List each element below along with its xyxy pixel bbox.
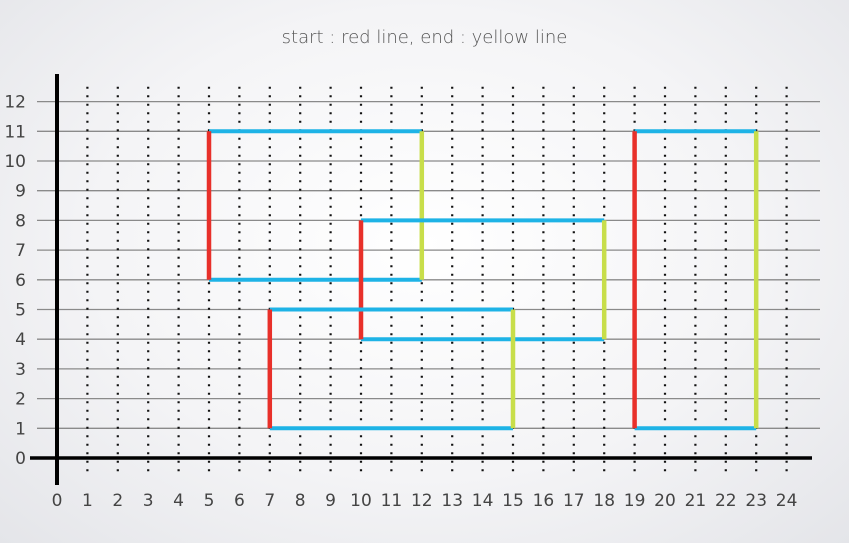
x-tick-label: 4	[173, 491, 184, 511]
y-tick-label: 0	[15, 449, 26, 469]
y-tick-label: 4	[15, 330, 26, 350]
y-tick-label: 10	[4, 152, 26, 172]
x-tick-label: 13	[441, 491, 463, 511]
y-tick-label: 1	[15, 419, 26, 439]
x-tick-label: 12	[411, 491, 433, 511]
y-tick-label: 6	[15, 271, 26, 291]
x-tick-label: 5	[204, 491, 215, 511]
x-tick-label: 9	[325, 491, 336, 511]
axis-layer	[30, 74, 812, 485]
x-tick-label: 2	[112, 491, 123, 511]
grid-layer	[37, 100, 820, 429]
x-tick-label: 19	[624, 491, 646, 511]
y-tick-label: 3	[15, 360, 26, 380]
x-tick-label: 11	[381, 491, 403, 511]
x-tick-label: 6	[234, 491, 245, 511]
x-tick-label: 23	[745, 491, 767, 511]
x-tick-label: 8	[295, 491, 306, 511]
tick-labels-layer: 0 1 2 3 4 5 6 7 8 9 10 11 12 13 14 15 16 17 18 19 20 21 22 23 24…	[4, 93, 797, 511]
x-tick-label: 15	[502, 491, 524, 511]
y-tick-label: 12	[4, 93, 26, 113]
x-tick-label: 22	[715, 491, 737, 511]
x-tick-label: 1	[82, 491, 93, 511]
x-tick-label: 7	[264, 491, 275, 511]
x-tick-label: 16	[533, 491, 555, 511]
x-tick-label: 18	[593, 491, 615, 511]
rectangles-layer	[206, 129, 759, 431]
y-tick-label: 2	[15, 390, 26, 410]
y-tick-label: 9	[15, 182, 26, 202]
x-tick-label: 20	[654, 491, 676, 511]
y-tick-label: 7	[15, 241, 26, 261]
x-tick-label: 21	[685, 491, 707, 511]
x-tick-label: 10	[350, 491, 372, 511]
x-tick-label: 14	[472, 491, 494, 511]
y-tick-label: 5	[15, 301, 26, 321]
x-tick-label: 17	[563, 491, 585, 511]
y-tick-label: 8	[15, 211, 26, 231]
y-tick-label: 11	[4, 122, 26, 142]
x-tick-label: 24	[776, 491, 798, 511]
x-tick-label: 3	[143, 491, 154, 511]
x-tick-label: 0	[52, 491, 63, 511]
diagram-title: start : red line, end : yellow line	[281, 27, 568, 48]
